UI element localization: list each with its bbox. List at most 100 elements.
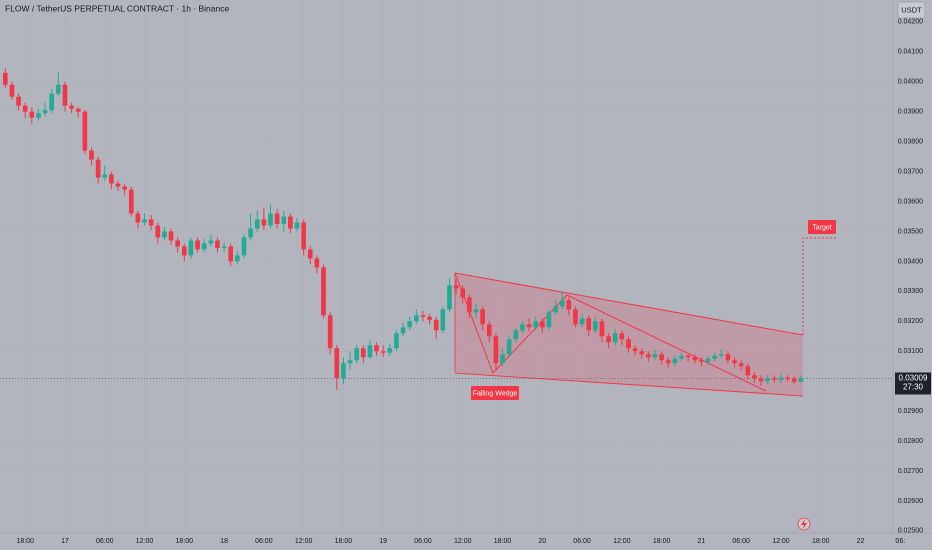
falling-wedge [454, 237, 837, 397]
wedge-area [455, 273, 803, 396]
chart-title: FLOW / TetherUS PERPETUAL CONTRACT · 1h … [5, 3, 229, 13]
candle-body [493, 336, 499, 364]
candle-body [738, 363, 744, 367]
candle-body [36, 113, 41, 118]
candle-body [440, 309, 446, 331]
y-tick-label: 0.03400 [898, 258, 923, 265]
candle-body [639, 351, 645, 355]
annotation: Target [812, 224, 832, 231]
candle-body [407, 321, 413, 328]
x-tick-label: 06:00 [732, 538, 750, 545]
candle-body [685, 355, 691, 358]
candle-body [606, 336, 611, 343]
currency-label[interactable]: USDT [901, 5, 922, 14]
y-tick-label: 0.02700 [898, 468, 923, 475]
candle-body [427, 316, 432, 320]
candle-body [155, 225, 161, 238]
candle-body [599, 321, 605, 337]
candle-body [354, 348, 359, 361]
candle-body [579, 318, 585, 325]
candle-body [175, 240, 180, 247]
candle-body [619, 333, 625, 340]
candle-body [612, 333, 618, 343]
y-tick-label: 0.03100 [898, 348, 923, 355]
candle-body [553, 306, 558, 313]
x-tick-label: 18:00 [494, 538, 512, 545]
y-tick-label: 0.03900 [898, 109, 923, 116]
candle-body [752, 375, 757, 379]
candle-body [274, 213, 280, 224]
candle-body [128, 189, 134, 214]
candle-body [705, 358, 711, 362]
x-tick-label: 06:00 [255, 538, 273, 545]
x-tick-label: 18:00 [176, 538, 194, 545]
candle-body [546, 312, 552, 328]
x-tick-label: 06:00 [414, 538, 432, 545]
candle-body [228, 246, 234, 262]
candle-body [109, 174, 114, 184]
candle-body [181, 246, 187, 256]
candle-body [374, 345, 379, 352]
annotation-box [471, 386, 519, 400]
x-tick-label: 17 [61, 538, 69, 545]
y-tick-label: 0.02800 [898, 438, 923, 445]
candle-body [162, 231, 167, 238]
candles [2, 68, 804, 391]
candle-body [29, 111, 35, 118]
candle-body [646, 354, 651, 358]
target-line [802, 237, 837, 335]
candle-body [241, 237, 247, 256]
candle-body [725, 354, 731, 361]
candle-body [115, 183, 121, 187]
wedge-zigzag [454, 272, 767, 392]
y-tick-label: 0.02900 [898, 408, 923, 415]
last-price-label: 0.03009 [899, 374, 928, 383]
candle-body [539, 321, 545, 328]
candle-body [16, 96, 21, 106]
candle-body [95, 159, 101, 178]
x-tick-label: 18:00 [812, 538, 830, 545]
candle-body [791, 378, 797, 382]
x-tick-label: 19 [379, 538, 387, 545]
candle-body [235, 255, 240, 262]
grid [0, 0, 900, 533]
x-tick-label: 21 [698, 538, 706, 545]
axes: 0.04200 0.04100 0.04000 0.03900 0.03800 0.037… [16, 19, 923, 545]
candle-body [49, 93, 55, 111]
candle-body [460, 288, 466, 298]
candle-body [533, 321, 538, 328]
candle-body [82, 111, 88, 151]
event-icon-bolt [801, 519, 807, 529]
candle-body [201, 243, 207, 250]
candle-body [215, 240, 220, 248]
x-tick-label: 18:00 [335, 538, 353, 545]
candle-body [573, 309, 578, 325]
countdown: 27:30 [903, 383, 924, 392]
candle-body [486, 324, 492, 337]
y-tick-label: 0.03800 [898, 138, 923, 145]
candle-body [513, 330, 519, 340]
y-tick-label: 0.03500 [898, 228, 923, 235]
candle-body [89, 150, 94, 160]
candle-body [75, 108, 81, 112]
candle-body [699, 360, 704, 362]
wedge-upper [454, 272, 804, 336]
currency-button[interactable] [897, 1, 926, 19]
candle-body [506, 339, 512, 355]
y-tick-label: 0.03300 [898, 288, 923, 295]
candle-body [268, 213, 273, 226]
annotation-box [808, 220, 836, 234]
candle-body [168, 231, 174, 241]
x-tick-label: 12:00 [454, 538, 472, 545]
x-tick-label: 12:00 [613, 538, 631, 545]
candle-body [122, 186, 127, 190]
x-tick-label: 22 [857, 538, 865, 545]
candle-body [500, 354, 505, 364]
x-tick-label: 06:00 [573, 538, 591, 545]
price-tag-box [895, 372, 931, 395]
candle-body [360, 348, 366, 358]
x-tick-label: 06:00 [96, 538, 114, 545]
x-tick-label: 12:00 [136, 538, 154, 545]
candle-body [480, 309, 485, 325]
candle-body [62, 84, 68, 106]
